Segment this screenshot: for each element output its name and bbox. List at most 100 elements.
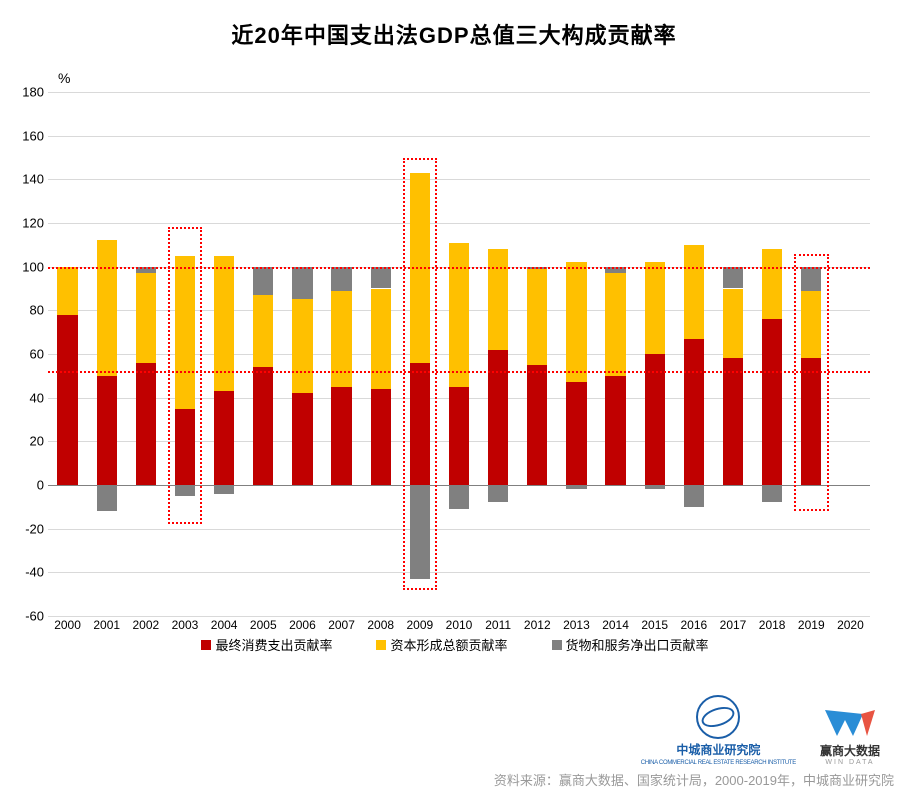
bar-segment-netexport [136, 267, 156, 274]
bar-segment-capital [566, 262, 586, 382]
bar-segment-netexport [331, 267, 351, 291]
x-tick-label: 2010 [446, 618, 473, 632]
legend: 最终消费支出贡献率 资本形成总额贡献率 货物和服务净出口贡献率 [40, 635, 870, 654]
logos: 中城商业研究院 CHINA COMMERCIAL REAL ESTATE RES… [641, 695, 880, 766]
x-tick-label: 2005 [250, 618, 277, 632]
bar-segment-capital [449, 243, 469, 387]
bar-segment-capital [214, 256, 234, 391]
institute-logo-text: 中城商业研究院 [676, 741, 760, 758]
bar-segment-consumption [527, 365, 547, 485]
y-axis-unit: % [58, 70, 70, 86]
bar-segment-netexport [371, 267, 391, 289]
windata-logo-icon [823, 706, 877, 742]
bar-group [527, 92, 547, 616]
plot-area [48, 92, 870, 616]
legend-swatch [552, 640, 562, 650]
windata-logo: 赢商大数据 WIN DATA [820, 706, 880, 766]
x-tick-label: 2007 [328, 618, 355, 632]
bar-segment-capital [527, 269, 547, 365]
x-tick-label: 2015 [641, 618, 668, 632]
bar-segment-consumption [566, 382, 586, 485]
chart-area: % -60-40-20020406080100120140160180 2000… [40, 70, 870, 650]
y-tick-label: -40 [10, 565, 44, 580]
x-tick-label: 2000 [54, 618, 81, 632]
x-tick-label: 2018 [759, 618, 786, 632]
x-tick-label: 2014 [602, 618, 629, 632]
windata-logo-text: 赢商大数据 [820, 742, 880, 759]
bar-segment-capital [801, 291, 821, 359]
bar-segment-consumption [57, 315, 77, 485]
bar-segment-capital [645, 262, 665, 354]
bar-segment-consumption [97, 376, 117, 485]
x-tick-label: 2019 [798, 618, 825, 632]
y-tick-label: 40 [10, 390, 44, 405]
legend-label: 资本形成总额贡献率 [390, 635, 507, 654]
bar-segment-consumption [292, 393, 312, 485]
x-tick-label: 2003 [172, 618, 199, 632]
legend-label: 最终消费支出贡献率 [215, 635, 332, 654]
bar-group [605, 92, 625, 616]
institute-logo-subtext: CHINA COMMERCIAL REAL ESTATE RESEARCH IN… [641, 760, 796, 766]
bar-group [762, 92, 782, 616]
legend-item: 资本形成总额贡献率 [376, 635, 507, 654]
legend-item: 货物和服务净出口贡献率 [552, 635, 709, 654]
bar-segment-consumption [449, 387, 469, 485]
bar-segment-capital [136, 273, 156, 363]
bar-segment-netexport [97, 485, 117, 511]
bar-group [214, 92, 234, 616]
y-tick-label: 140 [10, 172, 44, 187]
bar-segment-capital [410, 173, 430, 363]
x-tick-label: 2011 [485, 618, 511, 632]
gridline [48, 616, 870, 617]
bar-segment-capital [292, 299, 312, 393]
bar-group [136, 92, 156, 616]
x-tick-label: 2004 [211, 618, 238, 632]
y-tick-label: 0 [10, 478, 44, 493]
bar-segment-consumption [371, 389, 391, 485]
x-tick-label: 2016 [680, 618, 707, 632]
bar-group [645, 92, 665, 616]
bar-segment-netexport [527, 267, 547, 269]
bar-group [449, 92, 469, 616]
bar-segment-consumption [175, 409, 195, 485]
bar-segment-capital [175, 256, 195, 409]
y-tick-label: 100 [10, 259, 44, 274]
bar-group [57, 92, 77, 616]
x-tick-label: 2020 [837, 618, 864, 632]
bar-segment-consumption [488, 350, 508, 485]
bar-segment-netexport [449, 485, 469, 509]
bar-segment-capital [605, 273, 625, 376]
x-tick-label: 2013 [563, 618, 590, 632]
y-tick-label: -20 [10, 521, 44, 536]
bar-group [566, 92, 586, 616]
bar-segment-capital [331, 291, 351, 387]
bar-segment-consumption [331, 387, 351, 485]
bar-segment-netexport [488, 485, 508, 502]
bar-group [801, 92, 821, 616]
bar-segment-netexport [253, 267, 273, 295]
x-tick-label: 2001 [93, 618, 120, 632]
x-tick-label: 2008 [367, 618, 394, 632]
bar-segment-capital [488, 249, 508, 349]
bar-group [488, 92, 508, 616]
bar-group [253, 92, 273, 616]
bar-segment-consumption [801, 358, 821, 485]
bar-segment-netexport [566, 485, 586, 489]
y-tick-label: 120 [10, 216, 44, 231]
y-tick-label: 60 [10, 347, 44, 362]
windata-logo-subtext: WIN DATA [825, 759, 874, 766]
bar-segment-netexport [175, 485, 195, 496]
chart-title: 近20年中国支出法GDP总值三大构成贡献率 [0, 0, 908, 50]
y-tick-label: -60 [10, 609, 44, 624]
bar-segment-consumption [410, 363, 430, 485]
bar-group [97, 92, 117, 616]
y-axis-labels: -60-40-20020406080100120140160180 [10, 70, 44, 650]
bar-segment-consumption [762, 319, 782, 485]
bar-segment-capital [57, 267, 77, 315]
legend-item: 最终消费支出贡献率 [201, 635, 332, 654]
bar-segment-capital [723, 289, 743, 359]
bar-segment-capital [371, 289, 391, 389]
footer: 中城商业研究院 CHINA COMMERCIAL REAL ESTATE RES… [0, 695, 908, 795]
legend-swatch [376, 640, 386, 650]
x-axis-labels: 2000200120022003200420052006200720082009… [48, 618, 870, 634]
